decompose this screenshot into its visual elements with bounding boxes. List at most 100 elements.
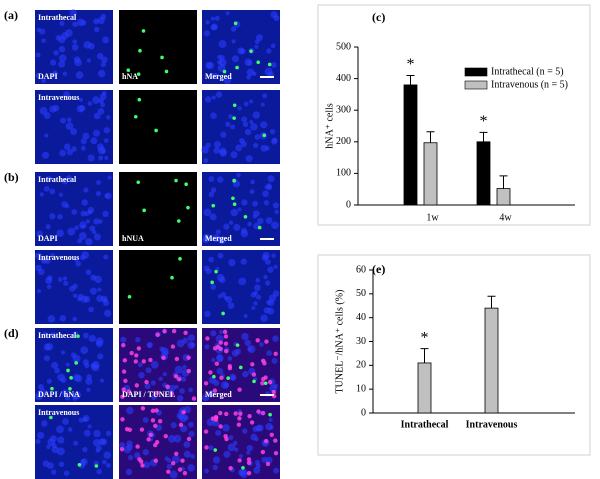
nucleus (49, 435, 57, 443)
hna-cell (176, 219, 181, 223)
nucleus (74, 225, 79, 231)
hna-cell (74, 361, 78, 365)
nucleus (72, 293, 78, 299)
nucleus (242, 370, 249, 378)
nucleus (208, 175, 215, 183)
nucleus (77, 293, 84, 300)
nucleus (138, 371, 145, 379)
nucleus (204, 310, 211, 318)
tunel-cell (174, 451, 179, 456)
tunel-cell (139, 427, 145, 432)
significance-mark: * (480, 113, 488, 130)
micrograph (202, 90, 280, 164)
nucleus (266, 184, 273, 191)
nucleus (240, 258, 247, 265)
nucleus (58, 192, 63, 197)
panel-label: (c) (372, 10, 385, 24)
nucleus (67, 227, 76, 236)
nucleus (80, 224, 85, 229)
nucleus (204, 344, 210, 350)
nucleus (205, 20, 210, 25)
group-label: Intrathecal (38, 331, 77, 340)
nucleus (269, 129, 276, 135)
legend-swatch (464, 67, 488, 77)
nucleus (222, 424, 230, 432)
tunel-cell (212, 346, 218, 351)
nucleus (210, 16, 215, 21)
nucleus (133, 452, 141, 459)
nucleus (256, 294, 262, 300)
y-tick-label: 40 (356, 312, 366, 323)
nucleus (87, 42, 95, 50)
nucleus (85, 219, 90, 224)
nucleus (187, 464, 195, 472)
nucleus (73, 440, 79, 446)
nucleus (267, 175, 275, 183)
nucleus (50, 331, 56, 338)
nucleus (107, 175, 112, 180)
nucleus (87, 101, 93, 106)
nucleus (69, 285, 76, 292)
nucleus (212, 234, 221, 243)
nucleus (36, 230, 43, 237)
nucleus (265, 217, 273, 224)
tunel-cell (123, 378, 128, 384)
nucleus (266, 350, 272, 356)
nucleus (190, 453, 195, 459)
nucleus (205, 142, 211, 148)
nucleus (204, 96, 212, 103)
nucleus (35, 264, 42, 272)
nucleus (212, 419, 220, 427)
nucleus (65, 122, 74, 131)
nucleus (202, 236, 210, 244)
nucleus (64, 29, 73, 37)
hna-cell (252, 379, 256, 384)
nucleus (144, 383, 151, 390)
nucleus (97, 69, 106, 78)
nucleus (42, 331, 48, 337)
nucleus (38, 388, 47, 396)
y-tick-label: 400 (336, 73, 351, 84)
nucleus (253, 301, 258, 306)
nucleus (119, 442, 126, 449)
nucleus (41, 420, 48, 427)
nucleus (82, 132, 90, 140)
nucleus (263, 200, 270, 206)
tunel-cell (170, 344, 176, 349)
nucleus (228, 220, 234, 225)
nucleus (252, 111, 260, 119)
tunel-cell (269, 432, 274, 438)
nucleus (183, 441, 191, 448)
nucleus (167, 434, 176, 443)
panel-label: (b) (4, 170, 19, 184)
nucleus (230, 26, 237, 32)
tunel-cell (173, 374, 179, 379)
tunel-cell (121, 387, 126, 392)
nucleus (46, 444, 51, 450)
nucleus (168, 384, 176, 392)
nucleus (252, 426, 259, 432)
nucleus (251, 306, 256, 311)
tunel-cell (238, 411, 243, 417)
nucleus (235, 144, 243, 152)
nucleus (229, 373, 237, 381)
y-axis-label: hNA⁺ cells (324, 103, 335, 149)
tunel-cell (250, 362, 255, 367)
nucleus (80, 210, 87, 217)
nucleus (85, 238, 93, 246)
nucleus (231, 39, 236, 44)
nucleus (182, 364, 187, 370)
hna-cell (222, 69, 227, 74)
nucleus (223, 223, 230, 230)
hna-cell (77, 463, 82, 467)
nucleus (244, 128, 252, 136)
nucleus (234, 447, 239, 452)
nucleus (67, 427, 73, 432)
nucleus (225, 11, 230, 16)
tunel-cell (161, 355, 166, 360)
nucleus (36, 27, 41, 33)
nucleus (162, 372, 167, 377)
tunel-cell (237, 416, 242, 421)
